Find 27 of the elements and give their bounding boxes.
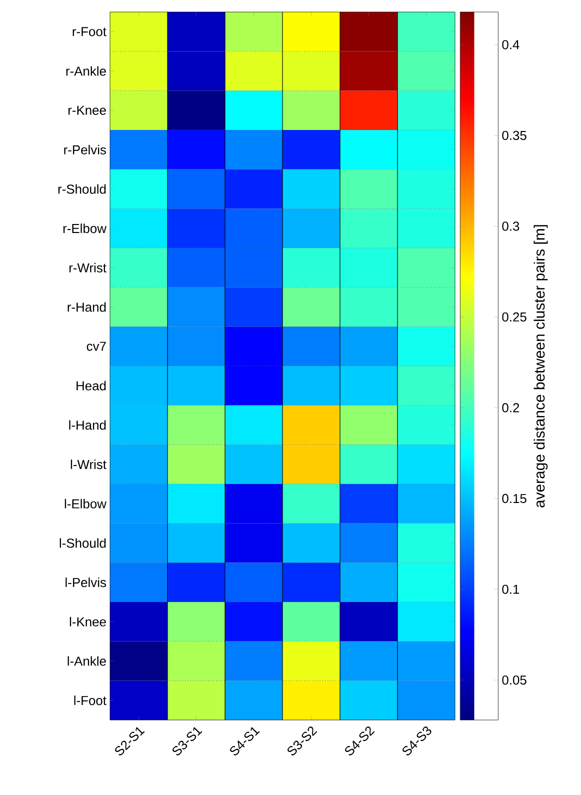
color-bar-label: 0.3	[502, 222, 520, 231]
color-bar-label: 0.15	[502, 494, 526, 504]
color-bar-label: 0.4	[502, 40, 520, 50]
color-bar-label: 0.35	[502, 130, 526, 140]
color-bar-title: average distance between cluster pairs [m]	[534, 225, 548, 508]
y-tick-label: r-Elbow	[63, 224, 107, 234]
y-tick-label: r-Hand	[68, 302, 106, 312]
y-tick-label: l-Ankle	[68, 656, 106, 666]
color-bar-label: 0.25	[502, 312, 526, 322]
y-tick-label: l-Knee	[70, 616, 106, 626]
y-tick-label: l-Hand	[69, 420, 106, 430]
y-tick-label: cv7	[86, 342, 106, 351]
y-tick-label: r-Wrist	[69, 262, 106, 272]
color-bar-label: 0.1	[502, 584, 520, 594]
y-tick-label: l-Wrist	[70, 460, 106, 470]
y-tick-label: l-Pelvis	[66, 578, 106, 588]
y-tick-label: r-Pelvis	[64, 144, 106, 154]
color-bar-label: 0.05	[502, 675, 526, 685]
y-tick-label: r-Ankle	[66, 66, 106, 76]
color-bar-label: 0.2	[502, 403, 520, 412]
y-tick-label: r-Foot	[72, 27, 106, 36]
y-tick-label: l-Should	[60, 538, 106, 548]
y-tick-label: Head	[76, 380, 106, 390]
y-tick-label: l-Elbow	[64, 498, 107, 508]
y-tick-label: l-Foot	[74, 696, 106, 706]
y-tick-label: r-Knee	[68, 106, 106, 115]
y-tick-label: r-Should	[58, 184, 106, 194]
